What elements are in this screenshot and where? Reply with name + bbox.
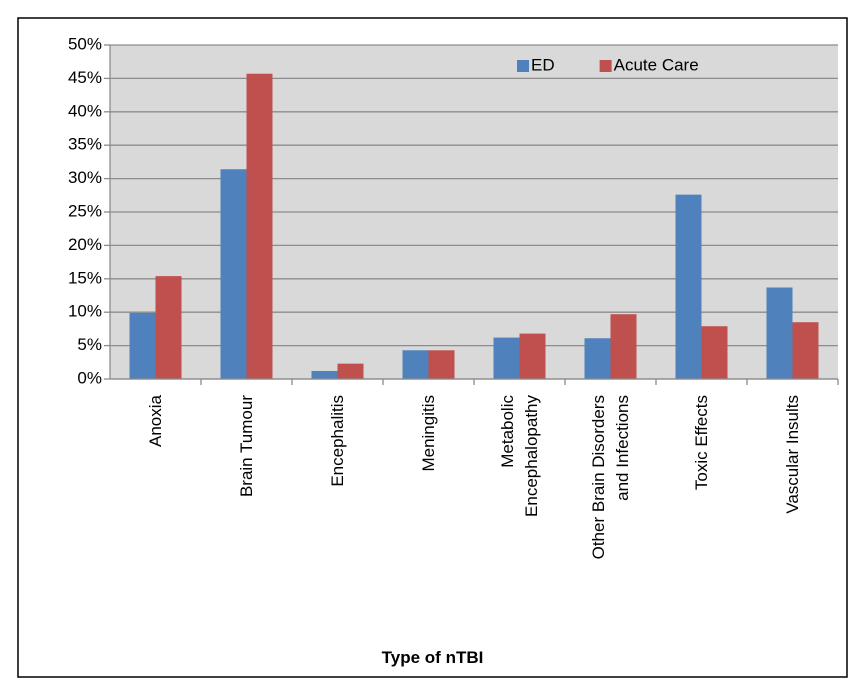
x-tick-label: Metabolic Encephalopathy [497,395,541,517]
bar [493,337,520,379]
x-tick-label: Anoxia [145,395,165,447]
bar [701,326,728,379]
x-tick-label: Vascular Insults [782,395,802,514]
x-tick-label: Brain Tumour [236,395,256,498]
bar [428,350,455,379]
y-tick-label: 50% [68,34,102,53]
bar [402,350,429,379]
y-tick-label: 0% [77,368,102,387]
bar [610,314,637,379]
y-tick-label: 45% [68,68,102,87]
x-tick-label: Encephalitis [327,395,347,487]
bar [311,370,338,379]
y-tick-label: 30% [68,168,102,187]
bar [519,333,546,379]
bar [246,73,273,379]
y-tick-label: 15% [68,268,102,287]
y-tick-label: 40% [68,101,102,120]
x-tick-label: Other Brain Disorders and Infections [588,395,632,560]
bar [675,194,702,379]
y-tick-label: 35% [68,135,102,154]
bar [220,169,247,379]
x-axis-title: Type of nTBI [381,648,484,667]
y-tick-label: 10% [68,302,102,321]
y-tick-label: 20% [68,235,102,254]
x-tick-label: Toxic Effects [691,395,711,491]
bar [129,312,156,379]
legend-swatch [517,60,529,72]
legend-swatch [599,60,612,72]
bar [155,276,182,379]
bar [792,322,819,379]
bar [766,287,793,379]
bar [337,363,364,379]
legend-label: Acute Care [614,55,699,74]
bar [584,338,611,379]
y-tick-label: 25% [68,201,102,220]
y-tick-label: 5% [77,335,102,354]
legend-label: ED [531,55,555,74]
x-tick-label: Meningitis [418,395,438,472]
